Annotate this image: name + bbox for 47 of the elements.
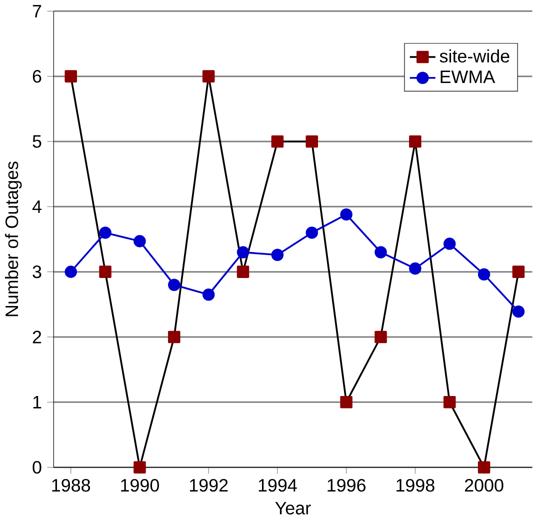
point <box>271 248 284 261</box>
y-tick-label: 0 <box>32 460 42 474</box>
point <box>443 396 456 408</box>
point <box>340 396 352 408</box>
x-tick-label: 2000 <box>464 478 504 492</box>
y-axis-title: Number of Outages <box>4 161 22 316</box>
point <box>202 288 215 301</box>
point <box>236 246 250 258</box>
point <box>374 246 387 258</box>
point <box>478 268 490 280</box>
point <box>236 265 250 278</box>
x-tick-label: 1998 <box>396 478 434 492</box>
point <box>99 265 112 278</box>
x-tick-label: 1996 <box>328 478 366 492</box>
point <box>134 460 146 474</box>
point <box>271 135 284 148</box>
y-tick-label: 1 <box>33 396 42 408</box>
x-axis-title: Year <box>275 502 311 514</box>
point <box>134 234 146 248</box>
point <box>512 265 525 278</box>
legend-label: site-wide <box>440 49 510 62</box>
legend-label: EWMA <box>440 70 496 83</box>
point <box>168 330 180 343</box>
point <box>409 135 422 148</box>
point <box>374 330 387 343</box>
y-tick-label: 3 <box>32 265 42 278</box>
point <box>168 278 180 291</box>
point <box>202 70 215 82</box>
point <box>443 237 456 250</box>
point <box>512 305 525 318</box>
point <box>409 262 422 274</box>
x-tick-label: 1988 <box>52 478 90 492</box>
y-tick-label: 7 <box>32 4 42 18</box>
y-tick-label: 2 <box>32 330 42 344</box>
point <box>340 208 352 220</box>
x-tick-label: 1990 <box>121 478 159 492</box>
point <box>306 226 318 239</box>
x-tick-label: 1992 <box>190 478 228 492</box>
y-tick-label: 5 <box>32 135 42 148</box>
y-tick-label: 6 <box>32 70 42 82</box>
point <box>306 135 318 148</box>
point <box>478 460 490 474</box>
point <box>64 70 77 82</box>
point <box>99 226 112 239</box>
point <box>64 265 77 278</box>
x-tick-label: 1994 <box>258 478 297 492</box>
y-tick-label: 4 <box>32 200 42 213</box>
